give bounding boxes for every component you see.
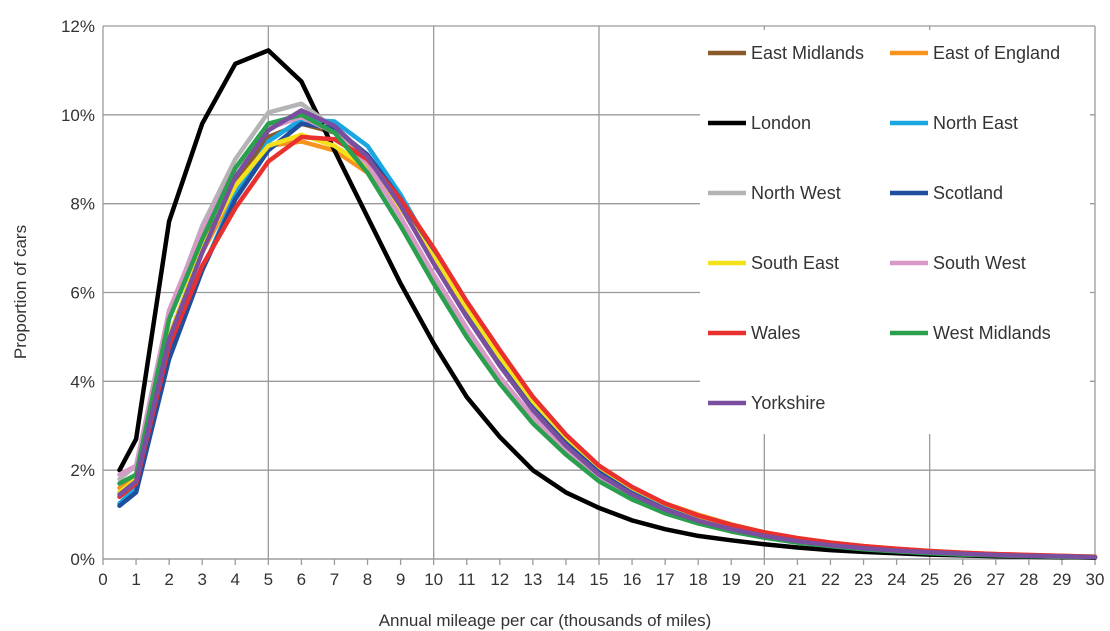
x-tick-label: 21 bbox=[788, 570, 807, 589]
x-tick-label: 26 bbox=[953, 570, 972, 589]
y-tick-label: 12% bbox=[61, 17, 95, 36]
y-tick-label: 8% bbox=[70, 195, 95, 214]
series-lines bbox=[117, 48, 1098, 560]
x-tick-label: 2 bbox=[164, 570, 173, 589]
series-line-yorkshire bbox=[117, 108, 1098, 560]
x-tick-label: 30 bbox=[1086, 570, 1105, 589]
legend-label-london: London bbox=[751, 113, 811, 133]
legend-label-south-west: South West bbox=[933, 253, 1026, 273]
x-tick-label: 6 bbox=[297, 570, 306, 589]
y-tick-label: 2% bbox=[70, 461, 95, 480]
legend-label-yorkshire: Yorkshire bbox=[751, 393, 825, 413]
y-tick-label: 0% bbox=[70, 550, 95, 569]
x-tick-label: 0 bbox=[98, 570, 107, 589]
x-tick-label: 11 bbox=[458, 570, 476, 589]
legend-label-scotland: Scotland bbox=[933, 183, 1003, 203]
x-tick-label: 12 bbox=[490, 570, 509, 589]
x-tick-label: 13 bbox=[523, 570, 542, 589]
x-tick-label: 16 bbox=[623, 570, 642, 589]
x-tick-label: 18 bbox=[689, 570, 708, 589]
legend-background bbox=[700, 30, 1090, 434]
y-tick-label: 10% bbox=[61, 106, 95, 125]
x-tick-label: 24 bbox=[887, 570, 906, 589]
x-tick-label: 22 bbox=[821, 570, 840, 589]
x-tick-label: 27 bbox=[986, 570, 1005, 589]
x-tick-label: 19 bbox=[722, 570, 741, 589]
y-axis-title: Proportion of cars bbox=[11, 225, 30, 359]
x-tick-label: 1 bbox=[131, 570, 140, 589]
legend: East Midlands East of England London North … bbox=[700, 30, 1090, 434]
x-tick-label: 20 bbox=[755, 570, 774, 589]
x-tick-label: 29 bbox=[1052, 570, 1071, 589]
x-tick-label: 23 bbox=[854, 570, 873, 589]
legend-label-east-of-england: East of England bbox=[933, 43, 1060, 63]
x-axis-title: Annual mileage per car (thousands of mil… bbox=[379, 611, 712, 630]
legend-label-north-west: North West bbox=[751, 183, 841, 203]
legend-label-west-midlands: West Midlands bbox=[933, 323, 1051, 343]
y-tick-label: 4% bbox=[70, 372, 95, 391]
legend-label-wales: Wales bbox=[751, 323, 800, 343]
y-tick-label: 6% bbox=[70, 284, 95, 303]
x-tick-label: 4 bbox=[231, 570, 240, 589]
x-tick-label: 7 bbox=[330, 570, 339, 589]
x-tick-label: 3 bbox=[197, 570, 206, 589]
tick-labels: 0%2%4%6%8%10%12%0 1 2 3 4 5 6 7 8 9 10 11 12 13 14 15 16… bbox=[61, 17, 1104, 589]
x-tick-label: 15 bbox=[590, 570, 609, 589]
x-tick-label: 10 bbox=[424, 570, 443, 589]
legend-label-north-east: North East bbox=[933, 113, 1018, 133]
x-tick-label: 8 bbox=[363, 570, 372, 589]
x-tick-label: 14 bbox=[556, 570, 575, 589]
legend-label-east-midlands: East Midlands bbox=[751, 43, 864, 63]
x-tick-label: 28 bbox=[1019, 570, 1038, 589]
legend-label-south-east: South East bbox=[751, 253, 839, 273]
x-tick-label: 17 bbox=[656, 570, 675, 589]
axes: Proportion of cars Annual mileage per ca… bbox=[11, 225, 711, 630]
x-tick-label: 9 bbox=[396, 570, 405, 589]
x-tick-label: 5 bbox=[264, 570, 273, 589]
x-tick-label: 25 bbox=[920, 570, 939, 589]
